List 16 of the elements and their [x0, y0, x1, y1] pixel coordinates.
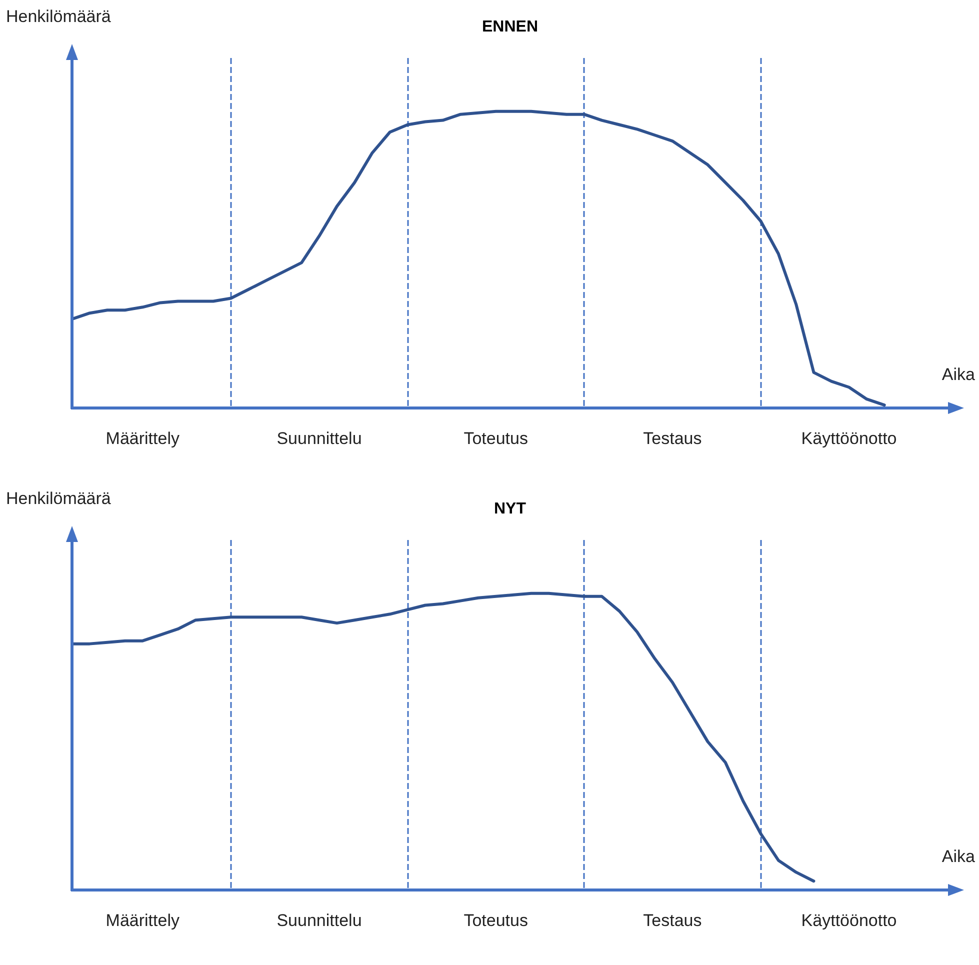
y-axis-title: Henkilömäärä — [6, 7, 112, 26]
x-tick-label: Suunnittelu — [276, 429, 362, 448]
x-axis-title: Aika — [942, 847, 976, 866]
x-tick-label: Määrittely — [106, 911, 180, 930]
x-tick-label: Toteutus — [464, 429, 528, 448]
x-axis-title: Aika — [942, 365, 976, 384]
x-tick-label: Toteutus — [464, 911, 528, 930]
x-tick-label: Suunnittelu — [276, 911, 362, 930]
x-tick-label: Testaus — [643, 429, 702, 448]
chart-title: ENNEN — [482, 18, 538, 36]
x-tick-label: Käyttöönotto — [801, 911, 897, 930]
x-tick-label: Käyttöönotto — [801, 429, 897, 448]
x-tick-label: Määrittely — [106, 429, 180, 448]
chart-title: NYT — [494, 500, 526, 518]
x-tick-label: Testaus — [643, 911, 702, 930]
y-axis-title: Henkilömäärä — [6, 489, 112, 508]
